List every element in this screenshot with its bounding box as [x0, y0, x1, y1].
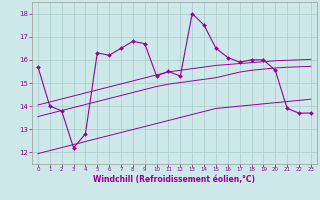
X-axis label: Windchill (Refroidissement éolien,°C): Windchill (Refroidissement éolien,°C) — [93, 175, 255, 184]
